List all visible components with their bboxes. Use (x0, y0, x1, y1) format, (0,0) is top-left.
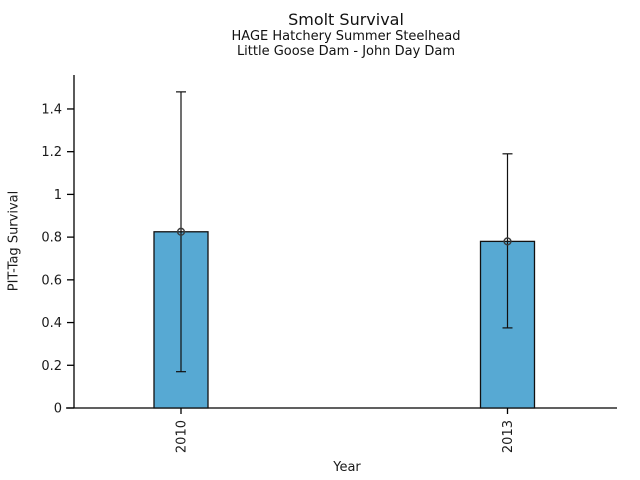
y-tick-label: 0.8 (41, 231, 62, 246)
y-tick-label: 1.2 (41, 145, 62, 160)
y-tick-label: 0.6 (41, 273, 62, 288)
y-tick-label: 1 (54, 188, 62, 203)
point-marker-2010 (176, 227, 186, 236)
y-tick-label: 0 (54, 402, 62, 417)
chart-subtitle-line2: Little Goose Dam - John Day Dam (236, 44, 456, 59)
chart-header: Smolt Survival HAGE Hatchery Summer Stee… (46, 10, 640, 59)
y-tick-label: 1.4 (41, 102, 62, 117)
point-marker-2013 (503, 237, 512, 246)
x-tick-label-2013: 2013 (501, 420, 516, 453)
chart-title: Smolt Survival (288, 10, 404, 29)
chart-subtitle-line1: HAGE Hatchery Summer Steelhead (231, 29, 461, 44)
x-axis-label: Year (333, 460, 361, 475)
y-tick-label: 0.4 (41, 316, 62, 331)
y-tick-label: 0.2 (41, 359, 62, 374)
x-tick-label-2010: 2010 (175, 420, 190, 453)
